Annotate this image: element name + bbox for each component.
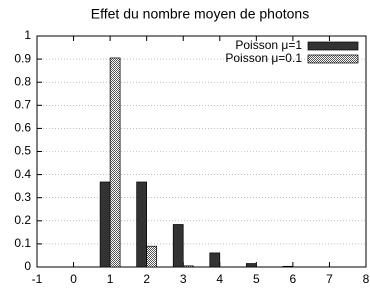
bar <box>99 181 111 268</box>
bar <box>146 245 158 268</box>
y-tick-label: 0 <box>24 259 31 273</box>
bar <box>182 265 194 268</box>
x-tick-label: -1 <box>32 272 43 286</box>
y-tick-label: 0.8 <box>14 74 31 88</box>
legend-swatch <box>307 41 359 51</box>
bar <box>282 265 294 268</box>
y-tick-label: 0.5 <box>14 144 31 158</box>
bar <box>209 252 221 268</box>
chart-title: Effet du nombre moyen de photons <box>91 6 309 22</box>
bar <box>245 263 257 268</box>
bar <box>172 224 184 268</box>
y-tick-label: 1 <box>24 28 31 42</box>
x-tick-label: 8 <box>363 272 370 286</box>
legend-label: Poisson μ=1 <box>235 38 302 52</box>
x-tick-label: 4 <box>216 272 223 286</box>
x-tick-label: 5 <box>253 272 260 286</box>
x-tick-label: 0 <box>70 272 77 286</box>
x-tick-label: 6 <box>290 272 297 286</box>
y-tick-label: 0.4 <box>14 167 31 181</box>
y-tick-label: 0.7 <box>14 97 31 111</box>
x-tick-label: 2 <box>143 272 150 286</box>
y-tick-label: 0.2 <box>14 213 31 227</box>
x-tick-label: 7 <box>326 272 333 286</box>
bar <box>136 181 148 268</box>
bar <box>109 57 121 268</box>
y-tick-label: 0.6 <box>14 121 31 135</box>
x-tick-label: 3 <box>180 272 187 286</box>
legend-swatch <box>307 54 359 64</box>
x-tick-label: 1 <box>107 272 114 286</box>
legend-label: Poisson μ=0.1 <box>225 51 302 65</box>
y-tick-label: 0.1 <box>14 236 31 250</box>
y-tick-label: 0.9 <box>14 51 31 65</box>
y-tick-label: 0.3 <box>14 190 31 204</box>
